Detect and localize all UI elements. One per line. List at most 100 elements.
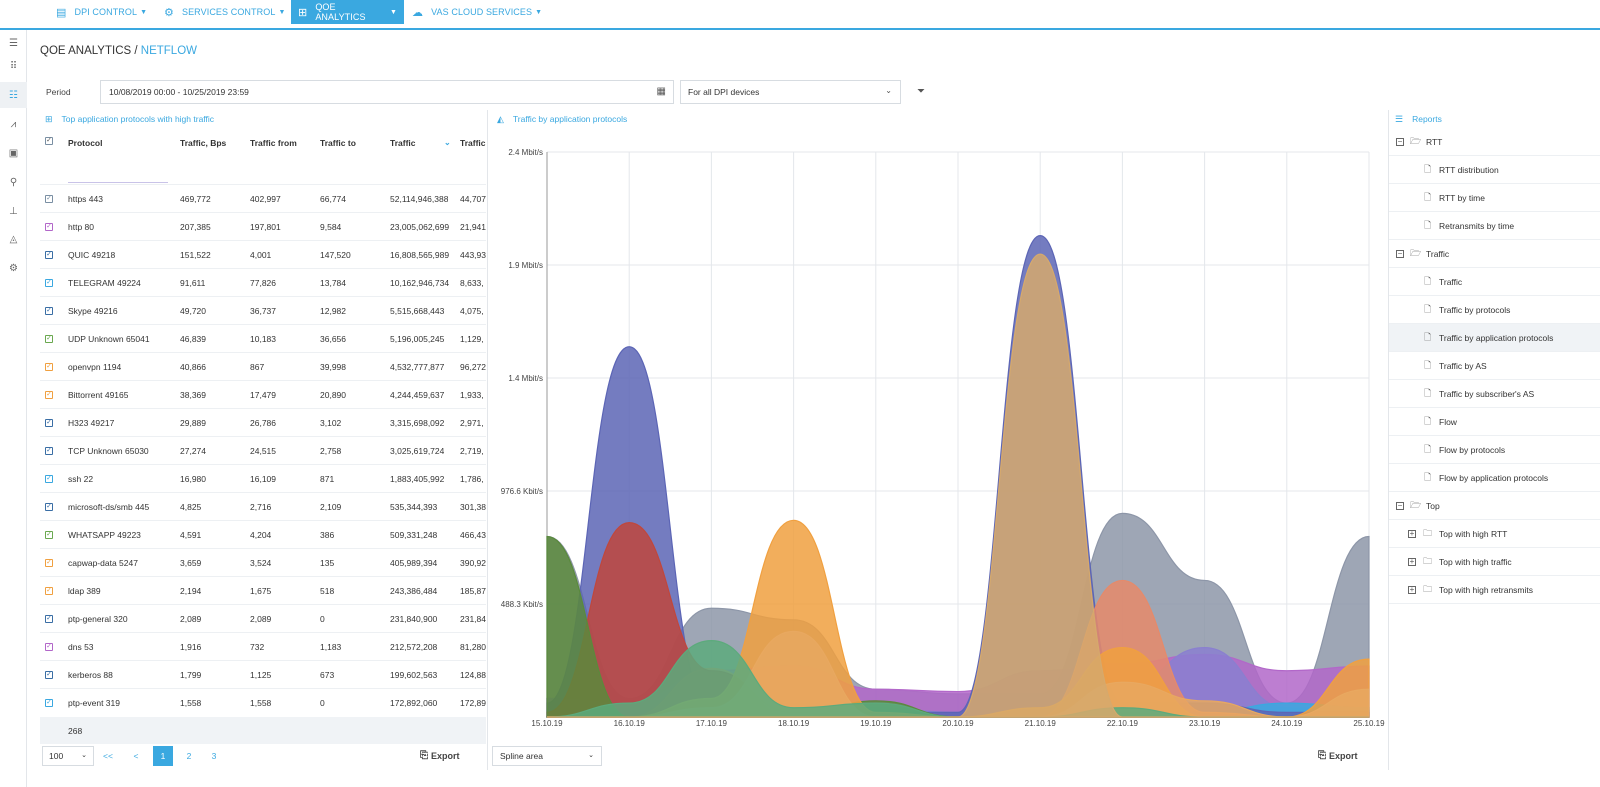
- grid-icon[interactable]: ⠿: [9, 60, 18, 72]
- table-row[interactable]: ✓ microsoft-ds/smb 445 4,825 2,716 2,109 535,…: [40, 492, 486, 520]
- expand-icon[interactable]: +: [1408, 556, 1416, 566]
- table-row[interactable]: ✓ H323 49217 29,889 26,786 3,102 3,315,698,09…: [40, 408, 486, 436]
- report-folder-top-with-high-rtt[interactable]: + 🗀 Top with high RTT: [1389, 520, 1600, 548]
- row-checkbox[interactable]: ✓: [45, 503, 53, 511]
- row-checkbox[interactable]: ✓: [45, 195, 53, 203]
- nav-dpi-control[interactable]: ▤ DPI CONTROL ▼: [50, 0, 153, 24]
- column-header-protocol[interactable]: Protocol: [68, 138, 103, 148]
- column-header-traffic-to[interactable]: Traffic to: [320, 138, 356, 148]
- row-checkbox[interactable]: ✓: [45, 335, 53, 343]
- column-header-traffic-from[interactable]: Traffic from: [250, 138, 297, 148]
- row-checkbox[interactable]: ✓: [45, 643, 53, 651]
- bike-icon[interactable]: ⚲: [9, 176, 18, 188]
- report-item-flow-by-application-protocols[interactable]: 🗋 Flow by application protocols: [1389, 464, 1600, 492]
- select-all-checkbox[interactable]: ✓: [45, 137, 53, 145]
- report-item-flow[interactable]: 🗋 Flow: [1389, 408, 1600, 436]
- calendar-icon[interactable]: ▦: [656, 86, 666, 97]
- expand-icon[interactable]: +: [1408, 584, 1416, 594]
- panel-divider[interactable]: [487, 110, 488, 770]
- column-header-traffic-2[interactable]: Traffic: [460, 138, 486, 148]
- table-export-button[interactable]: ⎘ Export: [420, 750, 460, 761]
- table-row[interactable]: ✓ capwap-data 5247 3,659 3,524 135 405,989,39…: [40, 548, 486, 576]
- report-item-rtt-distribution[interactable]: 🗋 RTT distribution: [1389, 156, 1600, 184]
- collapse-icon[interactable]: −: [1396, 136, 1404, 146]
- table-row[interactable]: ✓ Skype 49216 49,720 36,737 12,982 5,515,668,…: [40, 296, 486, 324]
- report-item-traffic-by-application-protocols[interactable]: 🗋 Traffic by application protocols: [1389, 324, 1600, 352]
- table-row[interactable]: ✓ dns 53 1,916 732 1,183 212,572,208 81,280: [40, 632, 486, 660]
- breadcrumb-parent[interactable]: QOE ANALYTICS: [40, 45, 132, 57]
- report-group-traffic[interactable]: − 🗁 Traffic: [1389, 240, 1600, 268]
- table-row[interactable]: ✓ https 443 469,772 402,997 66,774 52,114,946…: [40, 184, 486, 212]
- table-row[interactable]: ✓ ssh 22 16,980 16,109 871 1,883,405,992 1,786…: [40, 464, 486, 492]
- cell-traffic-to: 135: [320, 558, 335, 568]
- row-checkbox[interactable]: ✓: [45, 279, 53, 287]
- period-input[interactable]: 10/08/2019 00:00 - 10/25/2019 23:59 ▦: [100, 80, 674, 104]
- report-icon[interactable]: ▣: [8, 147, 19, 159]
- table-row[interactable]: ✓ TCP Unknown 65030 27,274 24,515 2,758 3,025…: [40, 436, 486, 464]
- row-checkbox[interactable]: ✓: [45, 671, 53, 679]
- chart-export-button[interactable]: ⎘ Export: [1318, 750, 1358, 761]
- table-row[interactable]: ✓ openvpn 1194 40,866 867 39,998 4,532,777,87…: [40, 352, 486, 380]
- table-row[interactable]: ✓ ptp-event 319 1,558 1,558 0 172,892,060 172,…: [40, 688, 486, 716]
- row-checkbox[interactable]: ✓: [45, 587, 53, 595]
- collapse-icon[interactable]: −: [1396, 500, 1404, 510]
- settings-icon[interactable]: ⚙: [9, 262, 18, 274]
- table-row[interactable]: ✓ WHATSAPP 49223 4,591 4,204 386 509,331,248 4…: [40, 520, 486, 548]
- report-item-retransmits-by-time[interactable]: 🗋 Retransmits by time: [1389, 212, 1600, 240]
- bell-icon[interactable]: ◬: [9, 233, 18, 245]
- report-group-top[interactable]: − 🗁 Top: [1389, 492, 1600, 520]
- pager-first[interactable]: <<: [103, 751, 113, 761]
- table-row[interactable]: ✓ ptp-general 320 2,089 2,089 0 231,840,900 23…: [40, 604, 486, 632]
- table-row[interactable]: ✓ Bittorrent 49165 38,369 17,479 20,890 4,244…: [40, 380, 486, 408]
- pager-page-3[interactable]: 3: [211, 751, 217, 761]
- sort-desc-icon[interactable]: ⌄: [444, 138, 451, 147]
- report-folder-top-with-high-traffic[interactable]: + 🗀 Top with high traffic: [1389, 548, 1600, 576]
- expand-icon[interactable]: +: [1408, 528, 1416, 538]
- report-item-traffic[interactable]: 🗋 Traffic: [1389, 268, 1600, 296]
- row-checkbox[interactable]: ✓: [45, 307, 53, 315]
- report-folder-top-with-high-retransmits[interactable]: + 🗀 Top with high retransmits: [1389, 576, 1600, 604]
- report-group-rtt[interactable]: − 🗁 RTT: [1389, 128, 1600, 156]
- row-checkbox[interactable]: ✓: [45, 447, 53, 455]
- menu-icon[interactable]: ☰: [9, 37, 18, 49]
- chart-type-select[interactable]: Spline area ⌄: [492, 746, 602, 766]
- column-header-traffic[interactable]: Traffic: [390, 138, 416, 148]
- device-select[interactable]: For all DPI devices ⌄: [680, 80, 901, 104]
- collapse-icon[interactable]: −: [1396, 248, 1404, 258]
- nav-qoe-analytics[interactable]: ⊞ QOE ANALYTICS ▼: [291, 0, 404, 24]
- row-checkbox[interactable]: ✓: [45, 475, 53, 483]
- row-checkbox[interactable]: ✓: [45, 251, 53, 259]
- report-item-rtt-by-time[interactable]: 🗋 RTT by time: [1389, 184, 1600, 212]
- nav-services-control[interactable]: ⚙ SERVICES CONTROL ▼: [158, 0, 291, 24]
- row-checkbox[interactable]: ✓: [45, 363, 53, 371]
- report-item-traffic-by-subscriber-s-as[interactable]: 🗋 Traffic by subscriber's AS: [1389, 380, 1600, 408]
- report-item-flow-by-protocols[interactable]: 🗋 Flow by protocols: [1389, 436, 1600, 464]
- pager-prev[interactable]: <: [133, 751, 139, 761]
- pager-page-1[interactable]: 1: [153, 746, 173, 766]
- row-checkbox[interactable]: ✓: [45, 531, 53, 539]
- row-checkbox[interactable]: ✓: [45, 615, 53, 623]
- panel-divider[interactable]: [1388, 110, 1389, 770]
- line-chart-icon[interactable]: ⩘: [10, 118, 17, 130]
- pager-page-2[interactable]: 2: [186, 751, 192, 761]
- row-checkbox[interactable]: ✓: [45, 559, 53, 567]
- protocol-filter-input[interactable]: [68, 182, 168, 183]
- bar-chart-icon[interactable]: ⊥: [9, 205, 18, 217]
- table-row[interactable]: ✓ kerberos 88 1,799 1,125 673 199,602,563 124,…: [40, 660, 486, 688]
- report-item-traffic-by-as[interactable]: 🗋 Traffic by AS: [1389, 352, 1600, 380]
- nav-vas-cloud-services[interactable]: ☁ VAS CLOUD SERVICES ▼: [406, 0, 548, 24]
- table-row[interactable]: ✓ http 80 207,385 197,801 9,584 23,005,062,69…: [40, 212, 486, 240]
- table-row[interactable]: ✓ TELEGRAM 49224 91,611 77,826 13,784 10,162,…: [40, 268, 486, 296]
- row-checkbox[interactable]: ✓: [45, 223, 53, 231]
- filter-icon[interactable]: ⏷: [917, 86, 925, 97]
- column-header-traffic-bps[interactable]: Traffic, Bps: [180, 138, 227, 148]
- row-checkbox[interactable]: ✓: [45, 391, 53, 399]
- table-row[interactable]: ✓ QUIC 49218 151,522 4,001 147,520 16,808,565…: [40, 240, 486, 268]
- row-checkbox[interactable]: ✓: [45, 419, 53, 427]
- report-item-traffic-by-protocols[interactable]: 🗋 Traffic by protocols: [1389, 296, 1600, 324]
- table-row[interactable]: ✓ ldap 389 2,194 1,675 518 243,386,484 185,87: [40, 576, 486, 604]
- row-checkbox[interactable]: ✓: [45, 699, 53, 707]
- table-row[interactable]: ✓ UDP Unknown 65041 46,839 10,183 36,656 5,19…: [40, 324, 486, 352]
- sliders-icon[interactable]: ☷: [0, 82, 27, 108]
- page-size-select[interactable]: 100 ⌄: [42, 746, 94, 766]
